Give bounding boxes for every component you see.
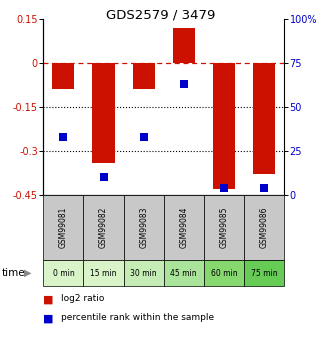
Point bbox=[261, 185, 266, 191]
Bar bbox=[213, 63, 235, 189]
Text: GSM99086: GSM99086 bbox=[259, 207, 269, 248]
Text: 30 min: 30 min bbox=[130, 268, 157, 278]
Point bbox=[221, 185, 226, 191]
Text: 75 min: 75 min bbox=[251, 268, 277, 278]
Bar bbox=[133, 63, 155, 89]
Point bbox=[61, 134, 66, 140]
Point bbox=[141, 134, 146, 140]
Bar bbox=[52, 63, 74, 89]
Bar bbox=[253, 63, 275, 175]
Point bbox=[101, 175, 106, 180]
Bar bbox=[92, 63, 115, 163]
Text: GSM99084: GSM99084 bbox=[179, 207, 188, 248]
Text: GSM99085: GSM99085 bbox=[219, 207, 229, 248]
Text: 0 min: 0 min bbox=[53, 268, 74, 278]
Point bbox=[181, 81, 186, 87]
Text: ▶: ▶ bbox=[23, 268, 31, 278]
Text: GSM99082: GSM99082 bbox=[99, 207, 108, 248]
Text: percentile rank within the sample: percentile rank within the sample bbox=[61, 313, 214, 322]
Bar bbox=[173, 28, 195, 63]
Text: GSM99083: GSM99083 bbox=[139, 207, 148, 248]
Text: 45 min: 45 min bbox=[170, 268, 197, 278]
Text: 15 min: 15 min bbox=[90, 268, 117, 278]
Text: GSM99081: GSM99081 bbox=[59, 207, 68, 248]
Text: time: time bbox=[2, 268, 25, 278]
Text: GDS2579 / 3479: GDS2579 / 3479 bbox=[106, 9, 215, 22]
Text: log2 ratio: log2 ratio bbox=[61, 294, 104, 303]
Text: ■: ■ bbox=[43, 294, 54, 304]
Text: ■: ■ bbox=[43, 313, 54, 323]
Text: 60 min: 60 min bbox=[211, 268, 237, 278]
